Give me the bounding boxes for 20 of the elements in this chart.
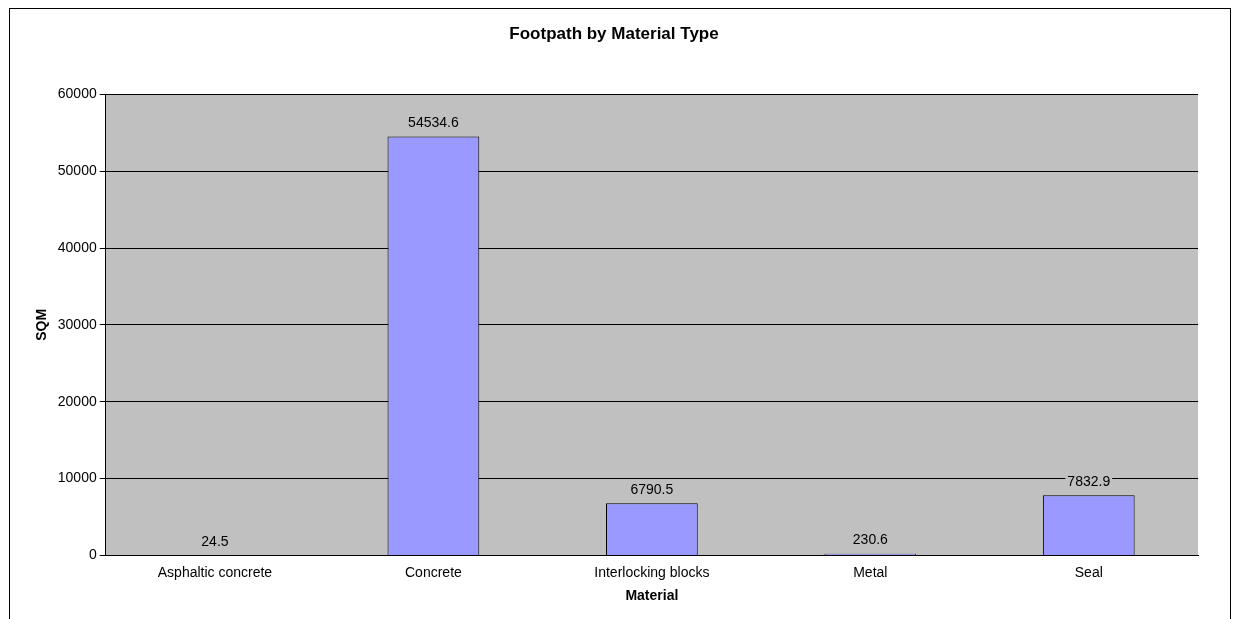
x-tick-label: Concrete — [405, 563, 463, 580]
chart-title: Footpath by Material Type — [509, 23, 719, 43]
y-tick-label: 30000 — [57, 315, 97, 332]
data-label: 54534.6 — [408, 114, 459, 131]
y-tick-label: 10000 — [57, 469, 97, 486]
y-tick-label: 0 — [88, 546, 97, 563]
y-tick-label: 20000 — [57, 392, 97, 409]
y-tick-label: 50000 — [57, 162, 97, 179]
data-label: 7832.9 — [1067, 473, 1111, 490]
x-tick-label: Asphaltic concrete — [157, 563, 273, 580]
x-tick-label: Seal — [1074, 563, 1103, 580]
data-label: 24.5 — [201, 533, 229, 550]
y-tick-label: 40000 — [57, 238, 97, 255]
y-tick-label: 60000 — [57, 85, 97, 102]
y-axis-title: SQM — [33, 308, 50, 341]
x-tick-label: Interlocking blocks — [594, 563, 710, 580]
x-axis-title: Material — [625, 587, 679, 604]
data-label: 6790.5 — [630, 481, 674, 498]
x-tick-label: Metal — [853, 563, 888, 580]
data-label: 230.6 — [852, 531, 889, 548]
